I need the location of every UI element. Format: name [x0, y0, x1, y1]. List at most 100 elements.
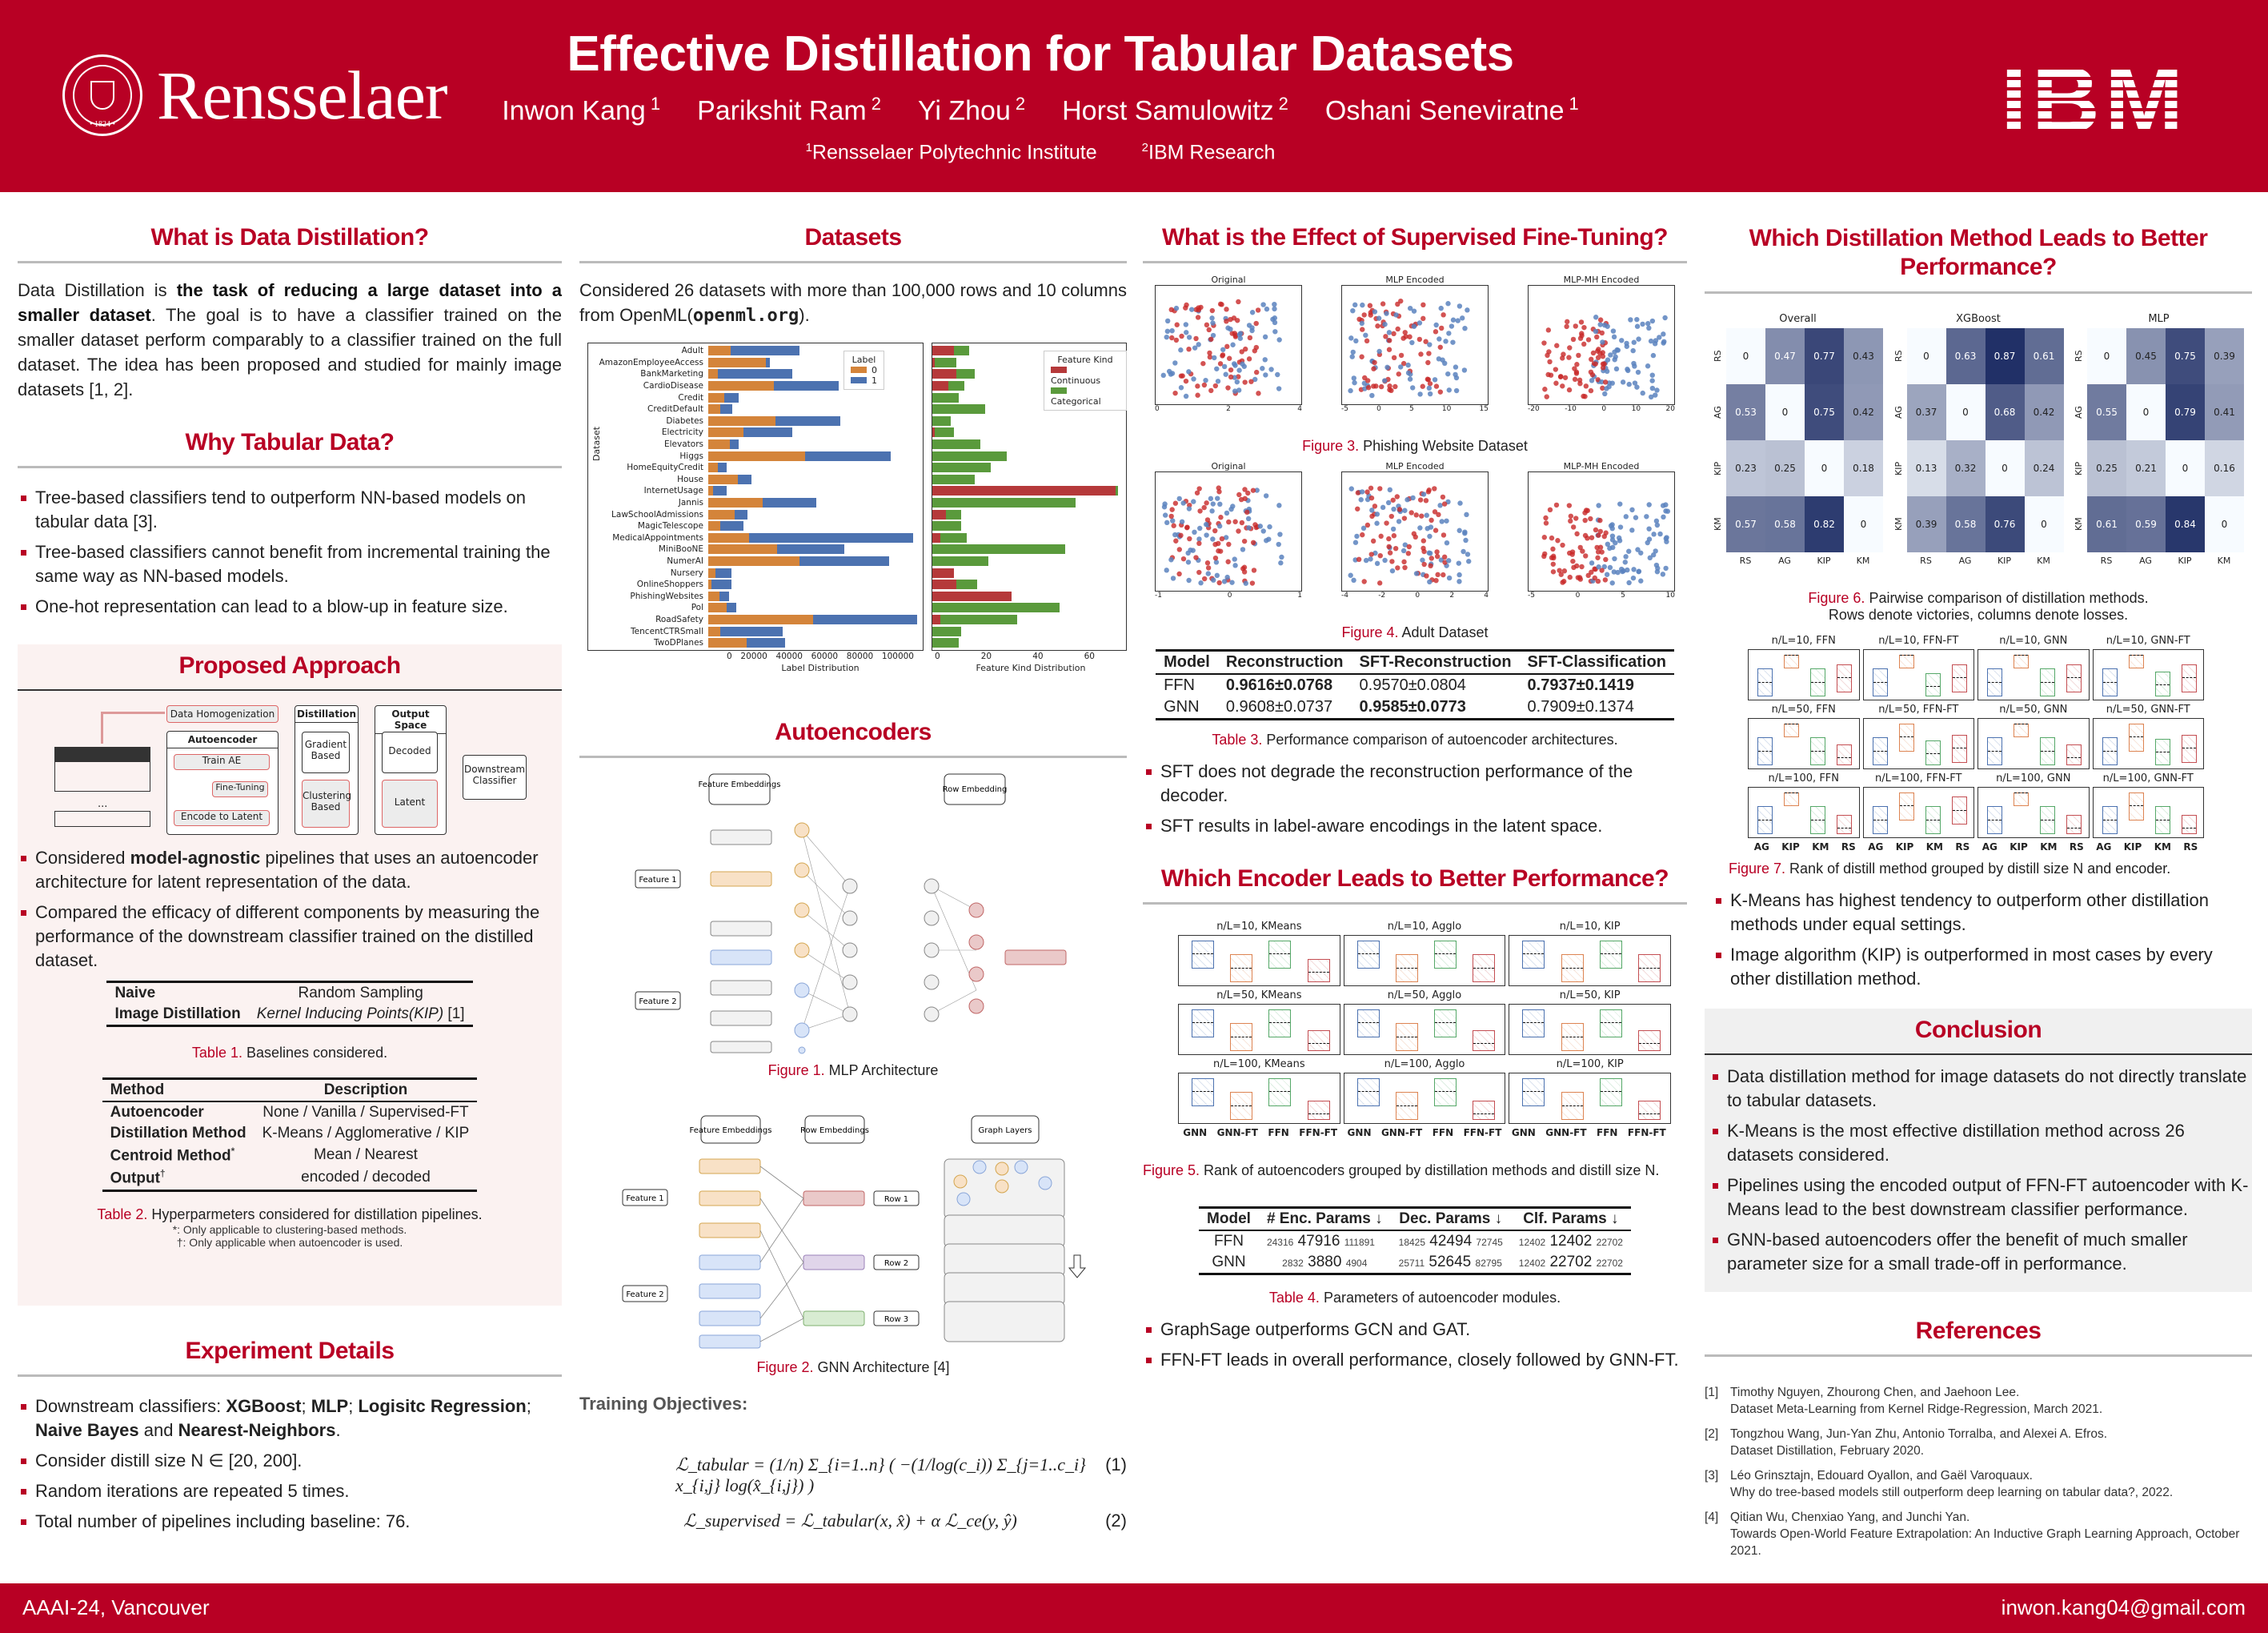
- proposed-bullets: Considered model-agnostic pipelines that…: [18, 846, 551, 973]
- bar-row: CreditDefault: [588, 403, 923, 415]
- bar-row: LawSchoolAdmissions: [588, 508, 923, 520]
- bar-row: House: [588, 474, 923, 486]
- bar-row: AmazonEmployeeAccess: [588, 357, 923, 369]
- reference-item: [4] Qitian Wu, Chenxiao Yang, and Junchi …: [1705, 1511, 2240, 1558]
- training-objectives-title: Training Objectives:: [579, 1394, 748, 1414]
- boxplot-panel: n/L=50, GNN: [1977, 704, 2090, 769]
- figure-3-scatter: Original 0 2 4 MLP Encoded -5 0 5 10 15 MLP-MH Enc…: [1143, 275, 1687, 435]
- table-2-hyperparameters: Method Description Autoencoder None / Vani…: [102, 1077, 478, 1192]
- affiliation: 1Rensselaer Polytechnic Institute: [805, 141, 1097, 164]
- bar-row: [932, 485, 1126, 497]
- bar-row: [932, 391, 1126, 403]
- bullet: Downstream classifiers: XGBoost; MLP; Lo…: [18, 1394, 562, 1442]
- svg-text:Feature Embeddings: Feature Embeddings: [699, 780, 781, 789]
- bullet: Tree-based classifiers tend to outperfor…: [18, 486, 562, 534]
- scatter-panel: MLP-MH Encoded -20 -10 0 10 20: [1528, 275, 1675, 413]
- svg-text:Feature 2: Feature 2: [626, 1290, 663, 1299]
- figure-4-caption: Figure 4. Adult Dataset: [1341, 624, 1489, 640]
- figure-3-caption: Figure 3. Phishing Website Dataset: [1302, 438, 1528, 454]
- bullet: SFT does not degrade the reconstruction …: [1143, 760, 1687, 808]
- bar-row: OnlineShoppers: [588, 579, 923, 591]
- bullet: Consider distill size N ∈ [20, 200].: [18, 1449, 562, 1473]
- figure-7-boxplots: n/L=10, FFN n/L=10, FFN-FT n/L=10, GNN n/L=…: [1748, 635, 2204, 838]
- bullet: K-Means has highest tendency to outperfo…: [1713, 889, 2252, 937]
- label-distribution-chart: Adult AmazonEmployeeAccess BankMarketing Ca…: [587, 343, 924, 652]
- reference-item: [1] Timothy Nguyen, Zhourong Chen, and Ja…: [1705, 1386, 2103, 1416]
- poster-footer: AAAI-24, Vancouver inwon.kang04@gmail.co…: [0, 1583, 2268, 1633]
- datasets-paragraph: Considered 26 datasets with more than 10…: [579, 280, 1127, 326]
- boxplot-panel: n/L=10, GNN: [1977, 635, 2090, 700]
- bar-row: TwoDPlanes: [588, 637, 923, 649]
- svg-text:Graph Layers: Graph Layers: [979, 1126, 1032, 1135]
- bar-row: [932, 614, 1126, 626]
- poster-header: • 1824 • Rensselaer Effective Distillati…: [0, 0, 2268, 192]
- boxplot-panel: n/L=50, KIP: [1509, 989, 1671, 1055]
- distillation-box: Distillation Gradient Based Clustering B…: [295, 705, 359, 835]
- section-title: Which Distillation Method Leads to Bette…: [1705, 216, 2252, 294]
- bar-row: [932, 508, 1126, 520]
- bar-row: [932, 637, 1126, 649]
- boxplot-panel: n/L=10, KIP: [1509, 921, 1671, 986]
- figure-5-boxplots: n/L=10, KMeans n/L=10, Agglo n/L=10, KIP n/…: [1178, 921, 1671, 1124]
- svg-text:Row Embeddings: Row Embeddings: [800, 1126, 869, 1135]
- why-tabular-list: Tree-based classifiers tend to outperfor…: [18, 486, 562, 619]
- bar-row: Electricity: [588, 427, 923, 439]
- boxplot-panel: n/L=100, Agglo: [1343, 1058, 1506, 1124]
- conclusion-panel: Conclusion Data distillation method for …: [1705, 1009, 2252, 1292]
- table-1-baselines: Naive Random Sampling Image Distillation K…: [106, 981, 473, 1027]
- bar-row: Nursery: [588, 567, 923, 579]
- equation-2: ℒ_supervised = ℒ_tabular(x, x̂) + α ℒ_ce…: [683, 1511, 1017, 1531]
- equations: ℒ_tabular = (1/n) Σ_{i=1..n} ( −(1/log(c…: [675, 1454, 1127, 1531]
- conclusion-list: Data distillation method for image datas…: [1705, 1065, 2252, 1276]
- section-title: References: [1705, 1310, 2252, 1357]
- bar-row: [932, 544, 1126, 556]
- scatter-panel: MLP Encoded -5 0 5 10 15: [1341, 275, 1489, 413]
- column-3: What is the Effect of Supervised Fine-Tu…: [1143, 216, 1687, 1378]
- bar-row: Adult: [588, 345, 923, 357]
- bar-row: MiniBooNE: [588, 544, 923, 556]
- column-2: Datasets Considered 26 datasets with mor…: [579, 216, 1127, 1535]
- reference-item: [2] Tongzhou Wang, Jun-Yan Zhu, Antonio T…: [1705, 1427, 2108, 1458]
- figure-4-scatter: Original -1 0 1 MLP Encoded -4 -2 0 2 4 MLP-MH Enc…: [1143, 461, 1687, 621]
- boxplot-panel: n/L=100, KIP: [1509, 1058, 1671, 1124]
- contact-email[interactable]: inwon.kang04@gmail.com: [2001, 1595, 2246, 1619]
- feature-kind-chart: [932, 343, 1127, 652]
- bar-row: [932, 462, 1126, 474]
- section-title: Datasets: [579, 216, 1127, 263]
- boxplot-panel: n/L=10, Agglo: [1343, 921, 1506, 986]
- encoder-bullets: GraphSage outperforms GCN and GAT. FFN-F…: [1143, 1318, 1687, 1372]
- bar-row: [932, 368, 1126, 380]
- column-4: Which Distillation Method Leads to Bette…: [1705, 216, 2252, 1567]
- boxplot-panel: n/L=50, GNN-FT: [2092, 704, 2204, 769]
- bar-row: Elevators: [588, 439, 923, 451]
- sft-bullets: SFT does not degrade the reconstruction …: [1143, 760, 1687, 838]
- bar-row: Diabetes: [588, 415, 923, 427]
- bar-row: [932, 427, 1126, 439]
- table-3-performance: Model Reconstruction SFT-Reconstruction SFT…: [1156, 649, 1674, 720]
- boxplot-panel: n/L=10, FFN: [1748, 635, 1860, 700]
- bullet: Random iterations are repeated 5 times.: [18, 1479, 562, 1503]
- author: Inwon Kang 1: [502, 94, 661, 126]
- affiliation: 2IBM Research: [1141, 141, 1276, 164]
- bullet: Image algorithm (KIP) is outperformed in…: [1713, 943, 2252, 991]
- figure-1-caption: Figure 1. MLP Architecture: [767, 1062, 939, 1078]
- svg-text:Feature 2: Feature 2: [639, 997, 676, 1006]
- bar-row: Credit: [588, 391, 923, 403]
- bullet: GNN-based autoencoders offer the benefit…: [1709, 1228, 2252, 1276]
- bar-row: [932, 345, 1126, 357]
- bar-row: MedicalAppointments: [588, 532, 923, 544]
- bar-row: InternetUsage: [588, 485, 923, 497]
- figure-2-caption: Figure 2. GNN Architecture [4]: [756, 1359, 950, 1375]
- table-1-caption: Table 1. Baselines considered.: [191, 1045, 388, 1061]
- table-icon: [54, 747, 150, 792]
- bar-row: [932, 380, 1126, 392]
- poster-title: Effective Distillation for Tabular Datas…: [567, 26, 1514, 82]
- bar-row: BankMarketing: [588, 368, 923, 380]
- bar-row: Pol: [588, 602, 923, 614]
- section-title: What is Data Distillation?: [18, 216, 562, 263]
- bar-row: [932, 357, 1126, 369]
- heatmap: Overall RS AG KIP KM 0 0.47 0.77 0.43 0.53 0 0.75 0.…: [1713, 313, 1883, 566]
- boxplot-panel: n/L=10, KMeans: [1178, 921, 1340, 986]
- svg-text:Row 3: Row 3: [884, 1315, 908, 1324]
- heatmap: MLP RS AG KIP KM 0 0.45 0.75 0.39 0.55 0 0.79 0.41 0.…: [2074, 313, 2244, 566]
